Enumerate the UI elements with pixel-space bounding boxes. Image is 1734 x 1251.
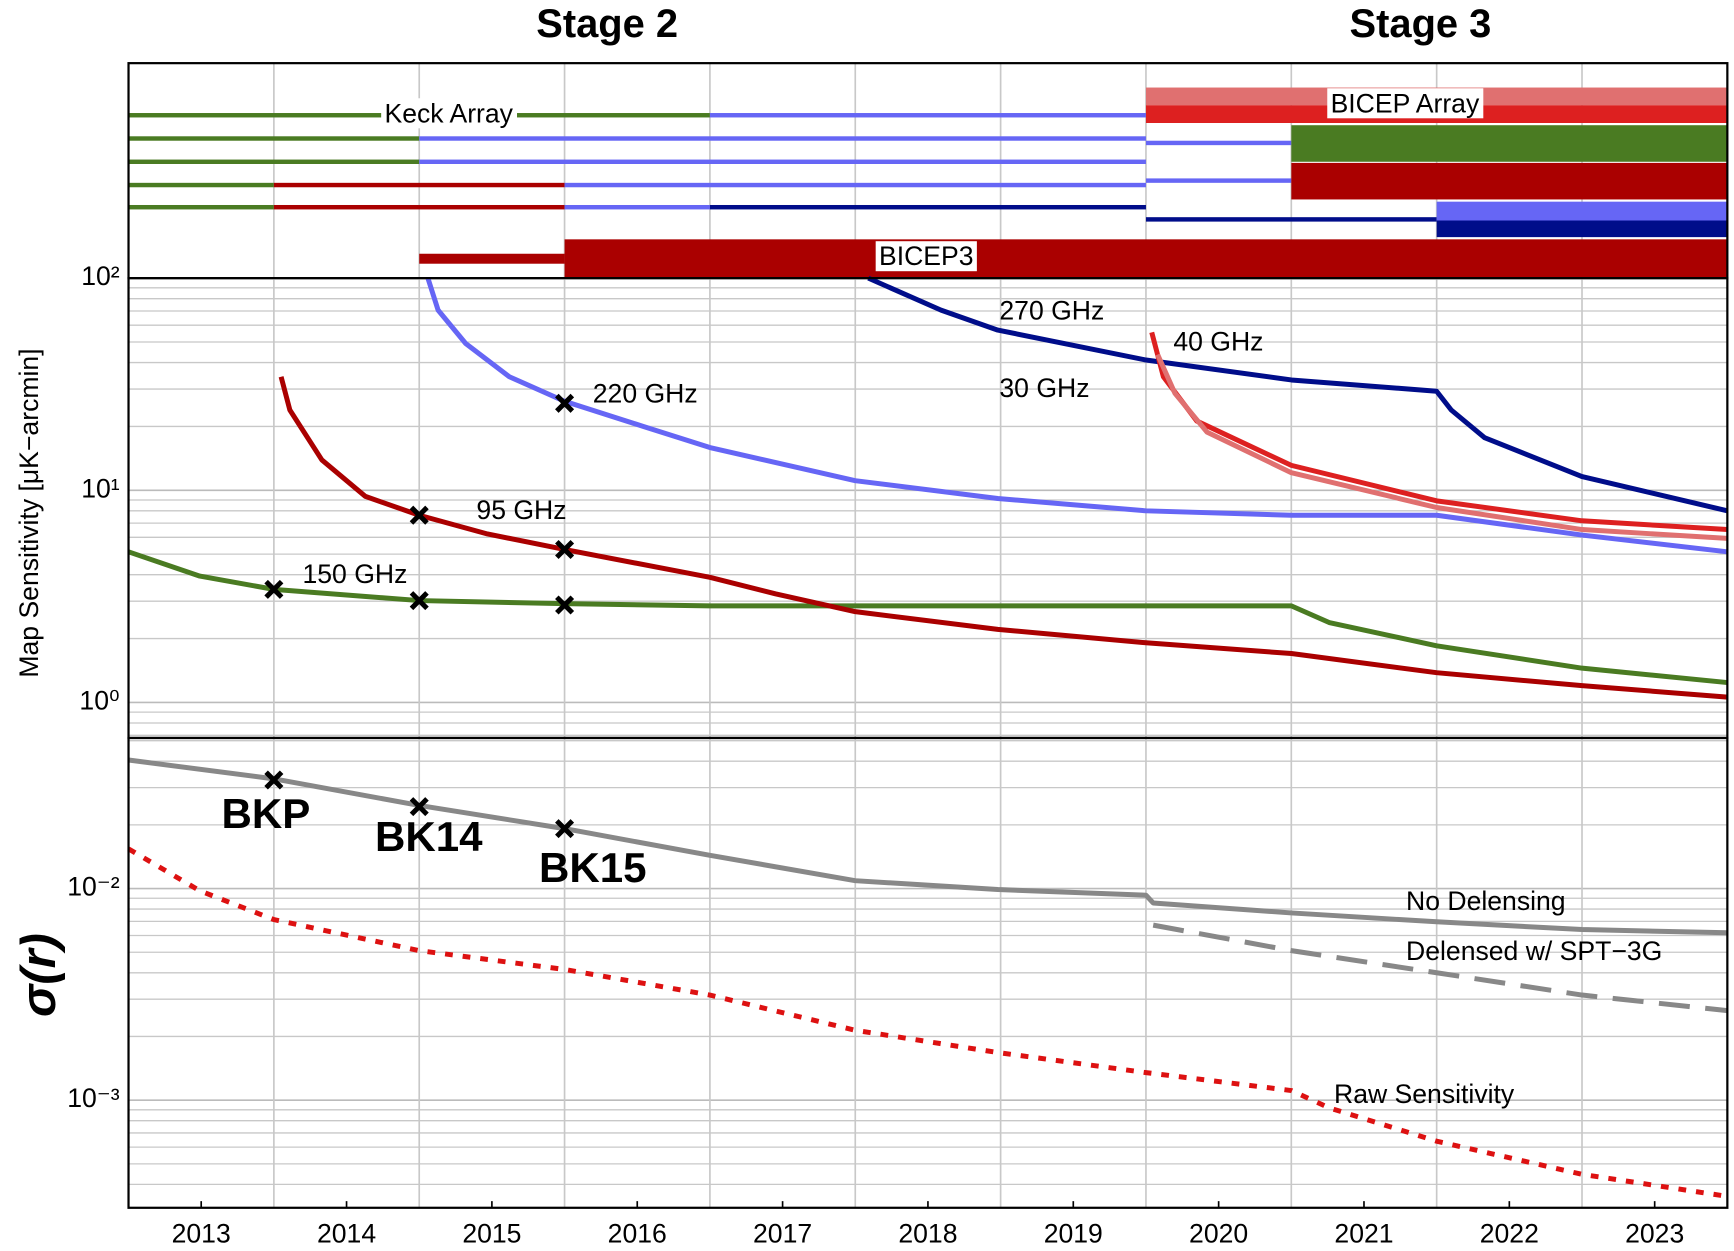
data-marker: [555, 539, 575, 559]
timeline-bar: [1291, 125, 1728, 162]
y-tick-label: 10¹: [81, 473, 120, 503]
y-tick-label: 10⁻²: [67, 872, 120, 902]
y-tick-label: 10²: [81, 261, 120, 291]
series-label: Raw Sensitivity: [1334, 1079, 1515, 1109]
y-tick-label: 10⁰: [79, 685, 119, 715]
stage-title: Stage 2: [536, 2, 678, 46]
series-line: [867, 275, 1728, 514]
x-tick-label: 2015: [462, 1219, 521, 1249]
timeline-bar: [709, 113, 1146, 118]
x-tick-label: 2017: [753, 1219, 812, 1249]
y-tick-label: 10⁻³: [67, 1083, 120, 1113]
series-line: [1155, 353, 1728, 541]
y-axis-label: σ(r): [12, 933, 66, 1017]
marker-label: BKP: [221, 790, 310, 837]
timeline-label: BICEP Array: [1331, 88, 1480, 118]
timeline-bar: [564, 239, 1728, 278]
x-tick-label: 2021: [1334, 1219, 1393, 1249]
timeline-bar: [1436, 201, 1728, 221]
series-label: No Delensing: [1406, 886, 1566, 916]
timeline-label: Keck Array: [384, 98, 513, 128]
data-marker: [264, 770, 284, 790]
panel-frame: [127, 736, 1729, 1209]
series-line: [127, 846, 1728, 1199]
timeline-bar: [419, 253, 565, 264]
series-label: 220 GHz: [593, 379, 698, 409]
timeline-bar: [709, 204, 1146, 210]
series-label: Delensed w/ SPT−3G: [1406, 936, 1662, 966]
timeline-bar: [128, 136, 420, 141]
timeline-bar: [128, 159, 420, 164]
x-tick-label: 2022: [1480, 1219, 1539, 1249]
series-line: [425, 277, 1728, 555]
data-marker: [409, 797, 429, 817]
timeline-bar: [128, 182, 274, 188]
series-label: 40 GHz: [1173, 327, 1263, 357]
timeline-bar: [273, 204, 565, 210]
x-tick-label: 2023: [1625, 1219, 1684, 1249]
data-marker: [555, 819, 575, 839]
timeline-bar: [564, 204, 710, 210]
timeline-bar: [128, 204, 274, 210]
x-tick-label: 2014: [317, 1219, 376, 1249]
data-marker: [555, 595, 575, 615]
data-marker: [409, 591, 429, 611]
data-marker: [555, 393, 575, 413]
x-tick-label: 2018: [898, 1219, 957, 1249]
label-background: [381, 98, 518, 129]
timeline-label: BICEP3: [879, 241, 974, 271]
stage-title: Stage 3: [1350, 2, 1492, 46]
timeline-bar: [419, 136, 1146, 141]
timeline-bar: [1145, 217, 1437, 222]
timeline-bar: [1436, 220, 1728, 238]
timeline-bar: [273, 182, 565, 188]
timeline-bar: [1145, 178, 1292, 183]
data-marker: [409, 505, 429, 525]
y-axis-label: Map Sensitivity [μK−arcmin]: [14, 348, 44, 677]
data-marker: [264, 579, 284, 599]
x-tick-label: 2019: [1044, 1219, 1103, 1249]
series-line: [278, 376, 1728, 700]
series-label: 150 GHz: [302, 559, 407, 589]
x-tick-label: 2013: [172, 1219, 231, 1249]
marker-label: BK14: [375, 813, 483, 860]
x-tick-label: 2020: [1189, 1219, 1248, 1249]
series-line: [127, 549, 1728, 686]
timeline-bar: [564, 182, 1146, 188]
series-label: 30 GHz: [999, 373, 1089, 403]
series-line: [1149, 331, 1728, 533]
series-line: [1152, 922, 1728, 1014]
series-label: 270 GHz: [999, 296, 1104, 326]
timeline-bar: [1145, 140, 1292, 146]
timeline-bar: [419, 159, 1146, 164]
timeline-bar: [1291, 162, 1728, 200]
marker-label: BK15: [539, 844, 647, 891]
label-background: [1327, 88, 1484, 119]
label-background: [875, 241, 977, 272]
series-label: 95 GHz: [476, 495, 566, 525]
x-tick-label: 2016: [608, 1219, 667, 1249]
